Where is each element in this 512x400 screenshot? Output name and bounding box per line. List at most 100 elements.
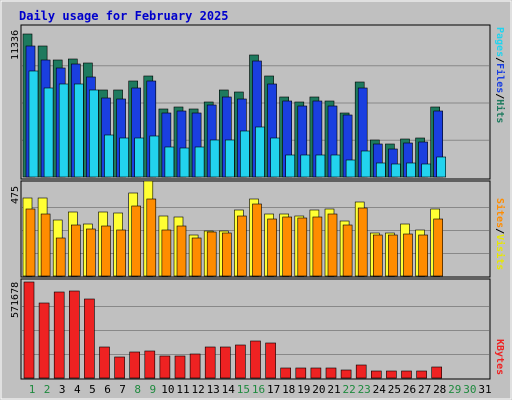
x-label-day-13: 13 <box>207 383 220 396</box>
x-label-day-16: 16 <box>252 383 265 396</box>
legend-bottom: KBytes <box>494 339 505 375</box>
x-label-day-15: 15 <box>237 383 250 396</box>
x-label-day-11: 11 <box>176 383 189 396</box>
legend-pages: Pages <box>494 27 505 57</box>
x-label-day-2: 2 <box>44 383 51 396</box>
bar-pages-day-8 <box>134 137 144 178</box>
x-label-day-10: 10 <box>161 383 174 396</box>
x-label-day-27: 27 <box>418 383 431 396</box>
bar-pages-day-20 <box>315 154 326 178</box>
bar-kbytes-day-10 <box>159 355 171 379</box>
y-max-label-visits: 475 <box>10 186 21 204</box>
bar-sites-day-4 <box>71 224 81 277</box>
bar-pages-day-5 <box>89 89 99 178</box>
x-label-day-18: 18 <box>282 383 295 396</box>
bar-kbytes-day-18 <box>280 367 292 379</box>
bar-kbytes-day-22 <box>340 369 352 379</box>
bar-pages-day-19 <box>300 154 311 178</box>
bar-kbytes-day-2 <box>38 302 50 379</box>
bar-pages-day-14 <box>225 139 235 178</box>
x-label-day-31: 31 <box>478 383 491 396</box>
bar-sites-day-17 <box>267 218 277 277</box>
x-label-day-19: 19 <box>297 383 310 396</box>
bar-sites-day-20 <box>312 216 323 277</box>
x-label-day-14: 14 <box>222 383 236 396</box>
bar-kbytes-day-19 <box>295 367 307 379</box>
bar-pages-day-13 <box>209 139 220 178</box>
bar-sites-day-26 <box>403 233 413 277</box>
legend-sep-3: / <box>494 228 505 234</box>
bar-sites-day-10 <box>161 229 172 277</box>
bar-kbytes-day-14 <box>220 346 231 379</box>
legend-kbytes: KBytes <box>494 339 505 375</box>
x-label-day-21: 21 <box>327 383 340 396</box>
bar-pages-day-24 <box>375 162 386 178</box>
bar-pages-day-11 <box>179 147 190 178</box>
bar-sites-day-15 <box>237 215 247 277</box>
x-label-day-25: 25 <box>388 383 401 396</box>
bar-sites-day-11 <box>176 225 187 277</box>
bar-sites-day-6 <box>101 225 111 277</box>
bar-sites-day-27 <box>418 234 428 277</box>
x-label-day-5: 5 <box>89 383 96 396</box>
x-label-day-3: 3 <box>59 383 66 396</box>
legend-visits: Visits <box>494 234 506 270</box>
bar-pages-day-17 <box>270 137 280 178</box>
bar-sites-day-9 <box>146 198 157 277</box>
bar-sites-day-2 <box>40 213 51 277</box>
bar-pages-day-6 <box>104 134 114 178</box>
bar-sites-day-28 <box>433 218 444 277</box>
bar-kbytes-day-15 <box>235 344 246 379</box>
x-label-day-1: 1 <box>29 383 36 396</box>
bar-kbytes-day-9 <box>144 350 156 379</box>
bar-sites-day-7 <box>116 229 126 277</box>
bar-pages-day-12 <box>194 146 205 178</box>
bar-sites-day-19 <box>297 217 308 277</box>
bar-sites-day-25 <box>388 234 398 277</box>
bar-pages-day-10 <box>164 146 175 178</box>
bar-kbytes-day-1 <box>23 281 35 379</box>
bar-sites-day-16 <box>252 203 262 277</box>
bar-kbytes-day-28 <box>431 366 443 379</box>
x-axis-labels: 1 2 3 4 5 6 7 8 9 10 11 12 13 14 15 16 17 18 19 20 21 22 23 24 2… <box>29 383 492 396</box>
bar-kbytes-day-25 <box>386 370 397 379</box>
x-label-day-7: 7 <box>119 383 126 396</box>
bars <box>22 33 447 379</box>
bar-kbytes-day-11 <box>174 355 186 379</box>
x-label-day-28: 28 <box>433 383 446 396</box>
x-label-day-9: 9 <box>149 383 156 396</box>
bar-kbytes-day-12 <box>189 353 201 379</box>
bar-sites-day-13 <box>206 231 217 277</box>
legend-sep-2: / <box>494 93 505 99</box>
bar-kbytes-day-6 <box>99 346 110 379</box>
bar-kbytes-day-27 <box>416 370 427 379</box>
legend-middle: Sites/Visits <box>494 198 506 270</box>
bar-pages-day-28 <box>436 156 447 178</box>
bar-kbytes-day-26 <box>401 370 412 379</box>
x-label-day-4: 4 <box>74 383 81 396</box>
bar-sites-day-21 <box>327 213 338 277</box>
bar-sites-day-8 <box>131 205 141 277</box>
x-label-day-26: 26 <box>403 383 416 396</box>
x-label-day-22: 22 <box>342 383 355 396</box>
x-label-day-8: 8 <box>134 383 141 396</box>
bar-pages-day-3 <box>58 83 69 178</box>
bar-pages-day-9 <box>149 135 160 178</box>
bar-sites-day-18 <box>282 216 293 277</box>
chart-title: Daily usage for February 2025 <box>19 9 229 23</box>
bar-pages-day-4 <box>74 83 84 178</box>
bar-pages-day-7 <box>119 137 129 178</box>
bar-pages-day-18 <box>285 154 296 178</box>
bar-sites-day-14 <box>222 232 232 277</box>
x-label-day-29: 29 <box>448 383 461 396</box>
bar-sites-day-23 <box>357 207 368 277</box>
legend-hits: Hits <box>494 99 506 123</box>
bar-kbytes-day-7 <box>114 356 125 379</box>
legend-top: Pages/Files/Hits <box>494 27 506 123</box>
bar-kbytes-day-24 <box>370 370 382 379</box>
x-label-day-24: 24 <box>373 383 387 396</box>
bar-kbytes-day-23 <box>355 364 367 379</box>
bar-pages-day-16 <box>255 126 265 178</box>
